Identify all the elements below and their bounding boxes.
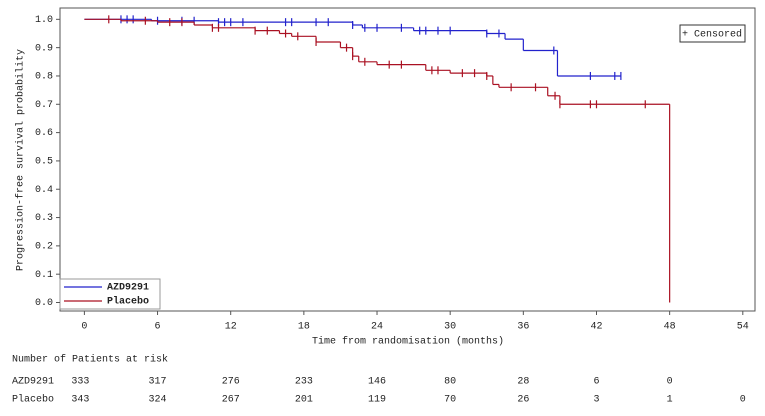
y-tick-label: 0.3 [35, 213, 53, 224]
risk-count: 26 [517, 395, 529, 406]
x-tick-label: 48 [664, 322, 676, 333]
risk-count: 28 [517, 377, 529, 388]
x-tick-label: 0 [81, 322, 87, 333]
risk-count: 3 [593, 395, 599, 406]
censor-legend: + Censored [682, 29, 742, 41]
risk-count: 267 [222, 395, 240, 406]
x-tick-label: 24 [371, 322, 383, 333]
risk-count: 146 [368, 377, 386, 388]
y-axis-label: Progression-free survival probability [15, 49, 27, 271]
risk-count: 324 [149, 395, 167, 406]
plot-frame [59, 7, 756, 312]
risk-row-label: Placebo [12, 394, 54, 406]
y-tick-label: 0.8 [35, 72, 53, 83]
x-tick-label: 12 [225, 322, 237, 333]
risk-count: 343 [71, 395, 89, 406]
risk-count: 0 [667, 377, 673, 388]
y-tick-label: 0.7 [35, 100, 53, 111]
y-tick-label: 1.0 [35, 15, 53, 26]
x-tick-label: 54 [737, 322, 749, 333]
risk-count: 6 [593, 377, 599, 388]
risk-row-label: AZD9291 [12, 377, 54, 388]
legend-label: Placebo [107, 296, 149, 308]
risk-count: 276 [222, 377, 240, 388]
x-tick-label: 36 [517, 322, 529, 333]
legend-label: AZD9291 [107, 283, 149, 294]
y-tick-label: 0.6 [35, 128, 53, 139]
x-tick-label: 30 [444, 322, 456, 333]
risk-count: 0 [740, 395, 746, 406]
y-tick-label: 0.9 [35, 43, 53, 54]
risk-count: 119 [368, 395, 386, 406]
x-tick-label: 18 [298, 322, 310, 333]
risk-table-title: Number of Patients at risk [12, 354, 168, 366]
x-axis-label: Time from randomisation (months) [312, 336, 504, 348]
risk-count: 70 [444, 395, 456, 406]
risk-count: 233 [295, 377, 313, 388]
risk-count: 317 [149, 377, 167, 388]
y-tick-label: 0.4 [35, 185, 53, 196]
y-tick-label: 0.1 [35, 270, 53, 281]
x-tick-label: 42 [590, 322, 602, 333]
risk-count: 201 [295, 395, 313, 406]
y-tick-label: 0.2 [35, 242, 53, 253]
risk-count: 80 [444, 377, 456, 388]
y-tick-label: 0.0 [35, 298, 53, 309]
legend-box [59, 278, 161, 310]
risk-count: 1 [667, 395, 673, 406]
censor-legend-box [679, 24, 746, 43]
x-tick-label: 6 [155, 322, 161, 333]
y-tick-label: 0.5 [35, 157, 53, 168]
risk-count: 333 [71, 377, 89, 388]
